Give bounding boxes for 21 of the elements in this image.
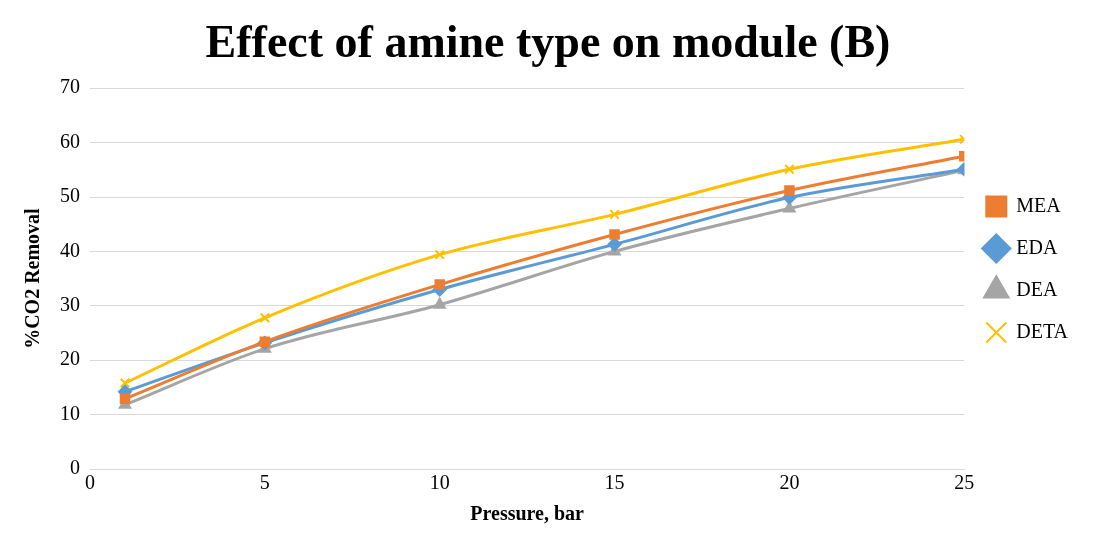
legend-label: DEA [1016,277,1058,300]
x-tick-label: 0 [85,471,95,494]
legend-label: DETA [1016,319,1069,342]
x-axis-title: Pressure, bar [470,502,585,525]
x-tick-label: 25 [954,471,975,494]
x-tick-label: 20 [779,471,800,494]
legend-label: EDA [1016,235,1058,258]
y-tick-label: 30 [60,293,80,316]
y-axis-title: %CO2 Removal [21,207,44,349]
y-tick-label: 20 [60,347,80,370]
y-tick-label: 0 [70,456,80,479]
y-tick-label: 10 [60,401,80,424]
chart-title: Effect of amine type on module (B) [205,16,891,68]
y-tick-label: 40 [60,238,80,261]
y-tick-label: 50 [60,184,80,207]
x-tick-label: 15 [604,471,625,494]
y-tick-label: 70 [60,75,80,98]
x-tick-label: 10 [429,471,450,494]
legend-label: MEA [1016,193,1062,216]
x-tick-label: 5 [259,471,270,494]
y-tick-label: 60 [60,129,80,152]
